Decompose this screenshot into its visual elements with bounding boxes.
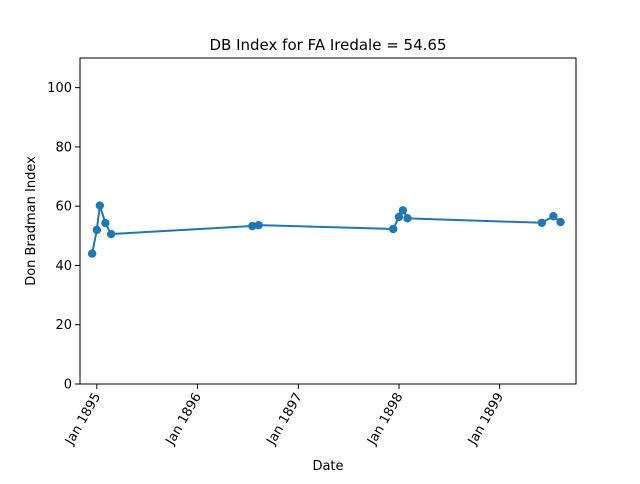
data-point	[92, 225, 102, 235]
y-tick-label: 40	[55, 259, 72, 274]
data-point	[254, 220, 263, 230]
chart-title: DB Index for FA Iredale = 54.65	[210, 36, 447, 54]
data-point	[87, 249, 97, 258]
data-point	[549, 212, 558, 221]
data-point	[394, 212, 404, 222]
y-tick-label: 80	[55, 140, 72, 155]
y-tick-label: 20	[55, 318, 72, 333]
data-point	[556, 217, 565, 227]
data-point	[389, 224, 398, 234]
data-point	[403, 214, 412, 223]
y-tick-label: 100	[47, 81, 72, 96]
data-point	[95, 201, 105, 210]
data-point	[537, 218, 547, 227]
data-point	[248, 221, 257, 231]
series-layer	[87, 201, 565, 258]
data-point	[106, 229, 116, 239]
data-point	[101, 218, 110, 228]
plot-area-frame	[79, 57, 577, 385]
x-axis-label: Date	[312, 459, 343, 474]
data-point	[398, 206, 408, 215]
y-tick-label: 60	[55, 200, 72, 215]
y-tick-label: 0	[64, 378, 72, 393]
y-axis-label: Don Bradman Index	[24, 156, 39, 286]
